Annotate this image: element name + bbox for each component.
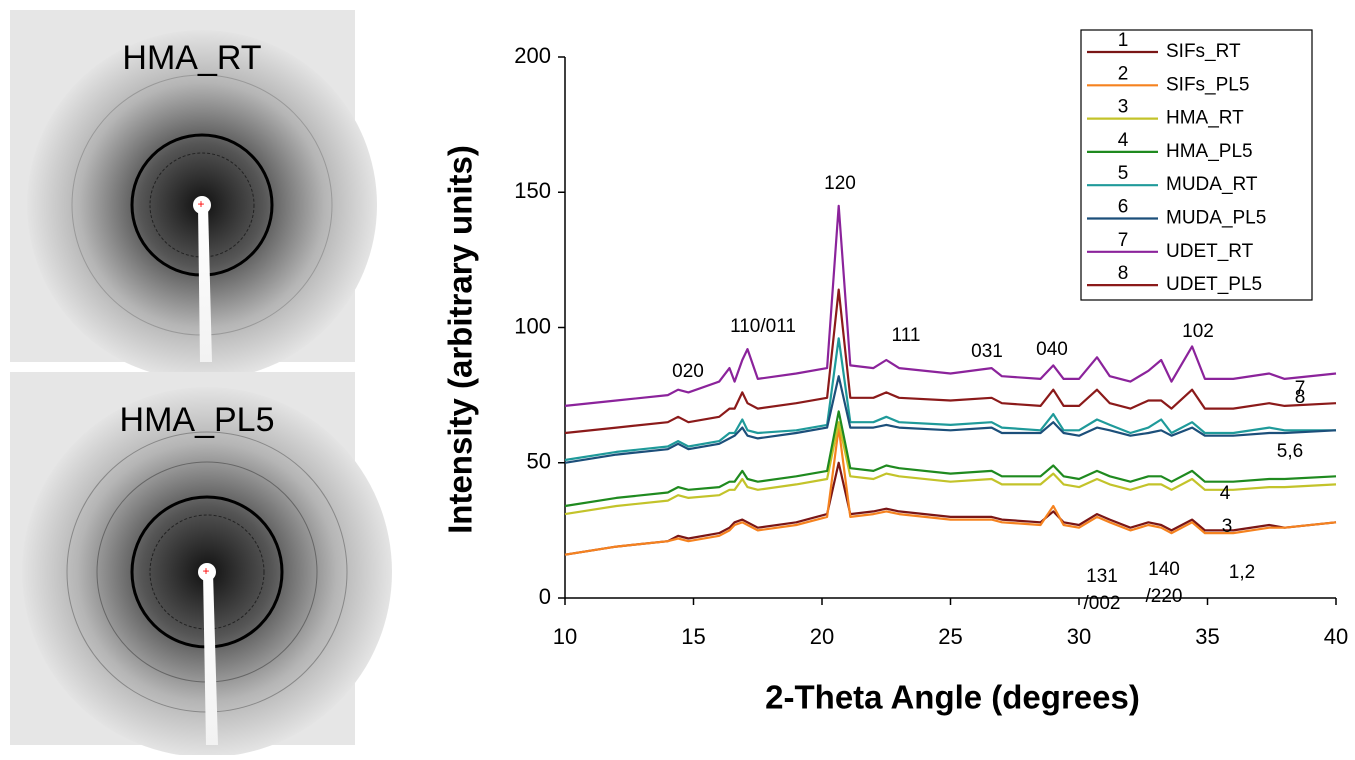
series-line — [564, 375, 1337, 464]
y-tick-label: 100 — [514, 313, 551, 338]
legend-number: 7 — [1118, 230, 1129, 251]
legend-label: HMA_PL5 — [1166, 141, 1253, 162]
svg-text:+: + — [197, 197, 204, 211]
x-tick-label: 30 — [1067, 624, 1091, 649]
diffraction-image: + HMA_RT — [10, 10, 377, 380]
peak-label: 040 — [1036, 339, 1068, 360]
series-line — [564, 337, 1336, 462]
legend-label: SIFs_PL5 — [1166, 74, 1249, 95]
peak-label: 5,6 — [1277, 441, 1303, 462]
y-tick-label: 150 — [514, 178, 551, 203]
x-tick-label: 10 — [553, 624, 577, 649]
legend-number: 3 — [1118, 97, 1129, 118]
legend-label: MUDA_PL5 — [1166, 208, 1266, 229]
peak-label: 110/011 — [730, 316, 796, 337]
legend-number: 4 — [1118, 130, 1129, 151]
series-line — [564, 426, 1337, 556]
x-tick-label: 40 — [1324, 624, 1348, 649]
x-tick-label: 35 — [1195, 624, 1219, 649]
legend: 1 SIFs_RT 2 SIFs_PL5 3 HMA_RT 4 HMA_PL5 5 MUDA_RT… — [1080, 29, 1313, 301]
peak-label: 1,2 — [1229, 562, 1255, 583]
legend-label: UDET_RT — [1166, 241, 1254, 262]
legend-label: UDET_PL5 — [1166, 274, 1262, 295]
series-line — [564, 204, 1337, 407]
y-axis-title: Intensity (arbitrary units) — [442, 145, 479, 534]
svg-text:+: + — [202, 564, 209, 578]
legend-number: 5 — [1118, 163, 1129, 184]
x-tick-label: 25 — [938, 624, 962, 649]
peak-label: 020 — [672, 361, 704, 382]
peak-label: 031 — [971, 341, 1003, 362]
peak-label: 3 — [1222, 516, 1233, 537]
image-title: HMA_PL5 — [120, 401, 275, 439]
y-tick-label: 0 — [539, 584, 551, 609]
legend-number: 8 — [1118, 263, 1129, 284]
peak-label: 7 — [1295, 378, 1306, 399]
peak-label: /002 — [1084, 593, 1121, 614]
series-line — [564, 288, 1337, 435]
peak-label: 102 — [1182, 321, 1214, 342]
series-line — [564, 421, 1337, 516]
y-tick-label: 50 — [527, 449, 551, 474]
legend-number: 1 — [1118, 30, 1129, 51]
peak-label: 120 — [824, 173, 856, 194]
series-line — [564, 461, 1337, 556]
legend-label: SIFs_RT — [1166, 41, 1241, 62]
legend-label: HMA_RT — [1166, 108, 1244, 129]
peak-label: /220 — [1146, 586, 1183, 607]
legend-number: 6 — [1118, 197, 1129, 218]
series-line — [564, 410, 1337, 508]
x-tick-label: 15 — [681, 624, 705, 649]
x-tick-label: 20 — [810, 624, 834, 649]
peak-label: 4 — [1220, 483, 1231, 504]
peak-label: 111 — [892, 325, 921, 346]
image-title: HMA_RT — [122, 39, 261, 77]
legend-number: 2 — [1118, 63, 1129, 84]
legend-box — [1080, 29, 1313, 301]
diffraction-image: + HMA_PL5 — [10, 372, 392, 757]
peak-label: 131 — [1086, 566, 1118, 587]
peak-label: 8 — [1295, 387, 1306, 408]
x-axis-title: 2-Theta Angle (degrees) — [765, 679, 1140, 716]
legend-label: MUDA_RT — [1166, 174, 1258, 195]
peak-label: 140 — [1148, 559, 1180, 580]
y-tick-label: 200 — [514, 43, 551, 68]
